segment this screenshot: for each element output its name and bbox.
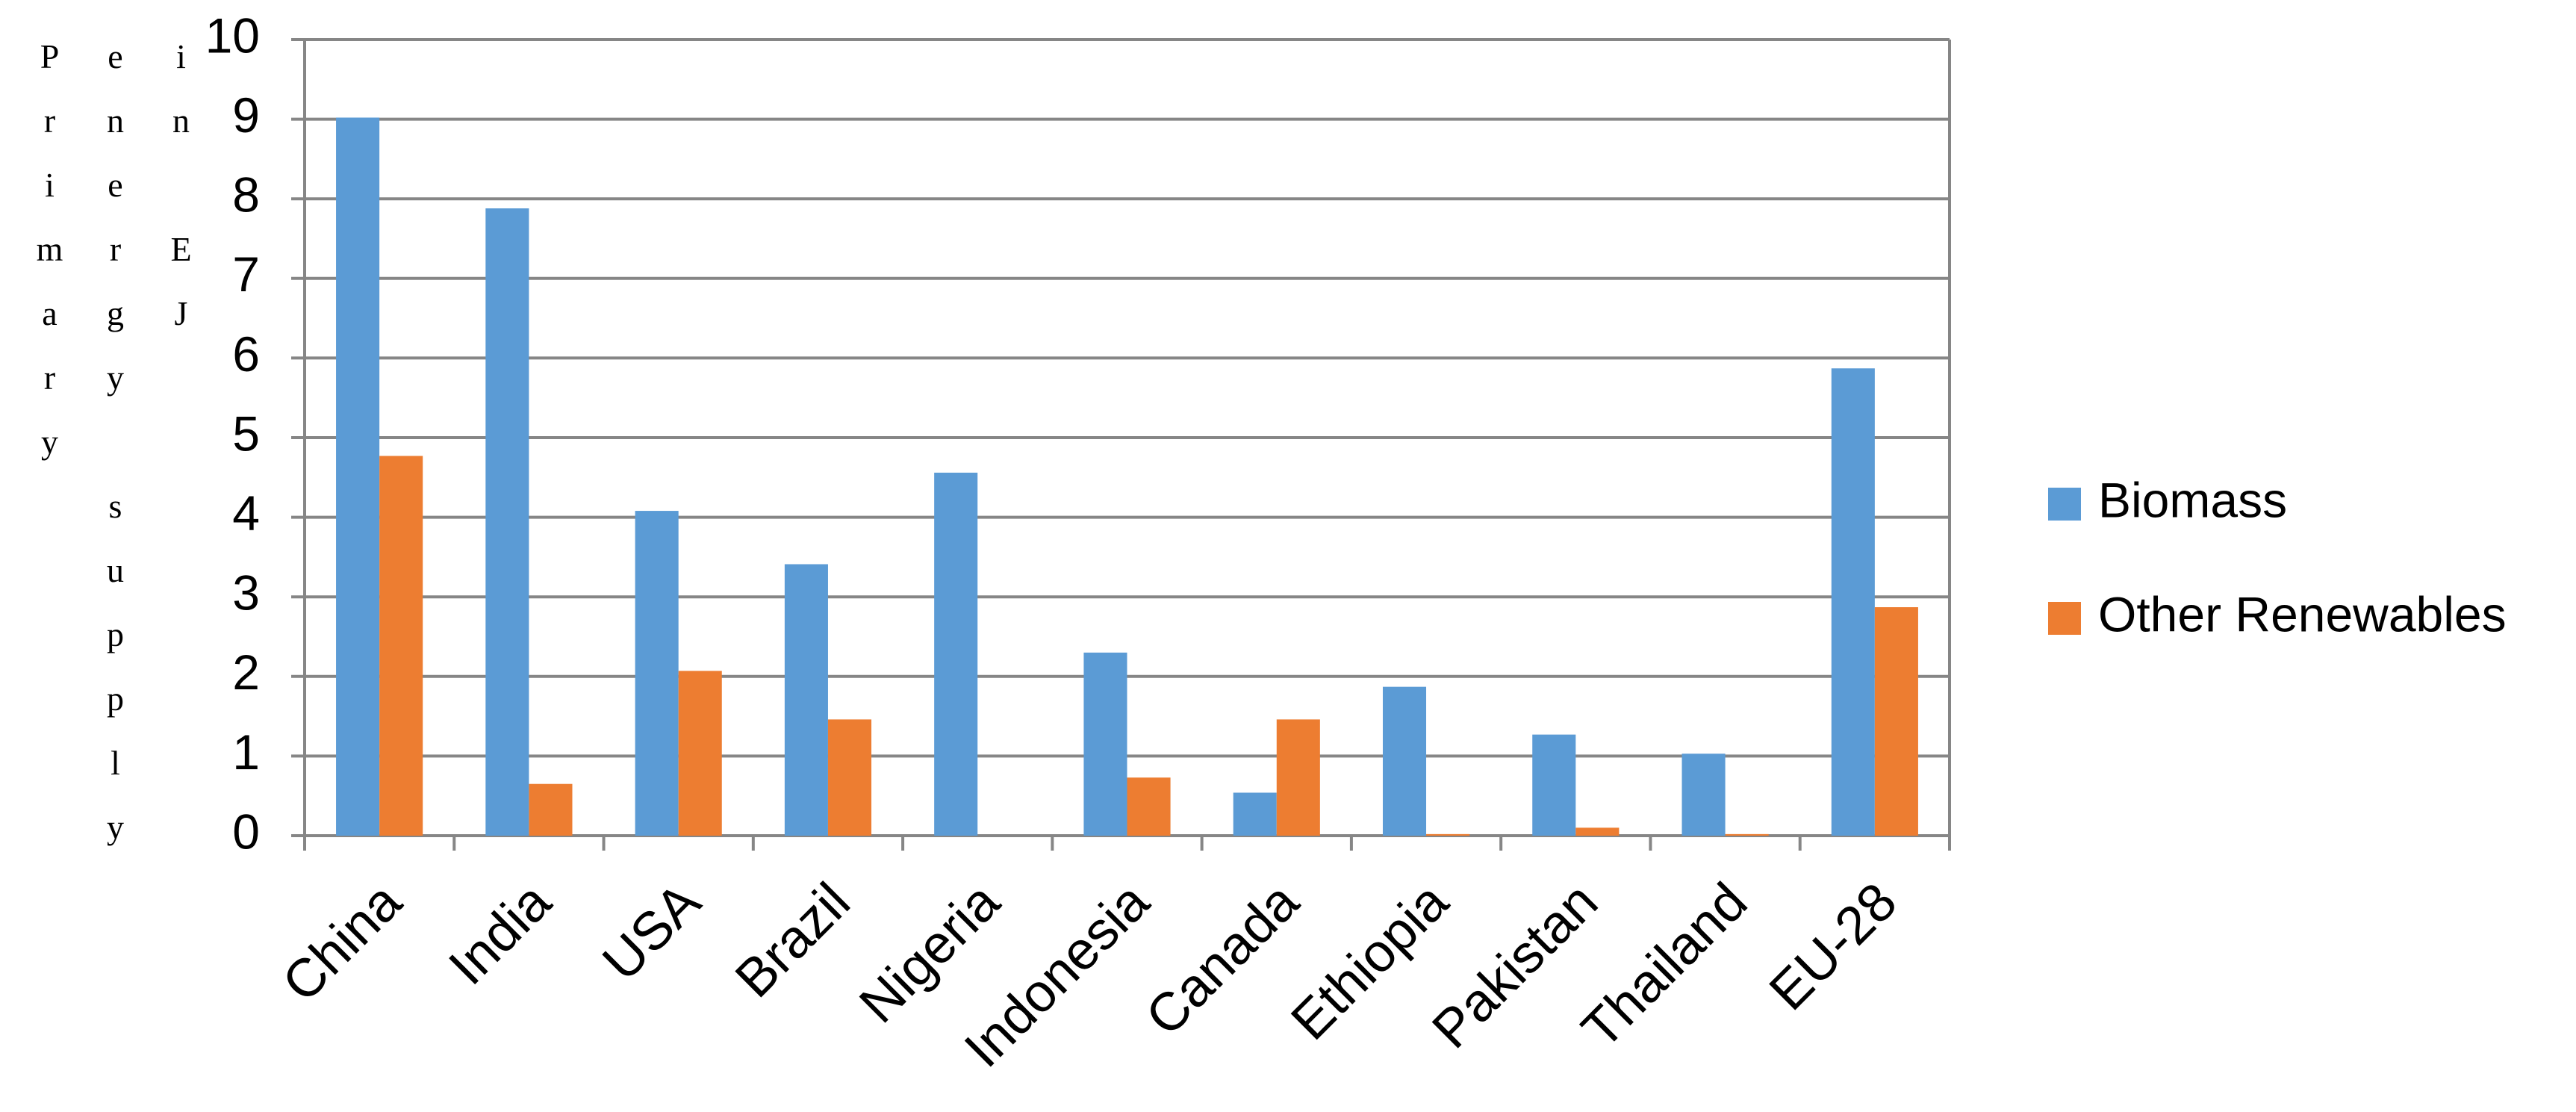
bar (827, 719, 872, 836)
bar (1083, 652, 1127, 836)
y-tick-label: 2 (232, 644, 260, 700)
y-tick-label: 8 (232, 167, 260, 223)
bar (1725, 833, 1769, 836)
y-tick-label: 5 (232, 406, 260, 461)
bar (379, 456, 423, 836)
bar (1831, 368, 1875, 836)
bar (529, 783, 573, 836)
y-tick-label: 9 (232, 87, 260, 143)
bar (1276, 719, 1320, 836)
legend-label: Other Renewables (2098, 586, 2507, 642)
bar (336, 117, 380, 836)
x-tick-label: China (271, 872, 413, 1013)
legend-swatch (2048, 602, 2081, 635)
y-tick-label: 7 (232, 246, 260, 302)
bar (1874, 607, 1918, 836)
bar (678, 671, 722, 836)
bar (934, 472, 978, 836)
x-tick-label: USA (591, 872, 712, 992)
y-tick-label: 0 (232, 804, 260, 859)
y-tick-label: 1 (232, 724, 260, 780)
bar (1426, 833, 1470, 836)
bar (485, 208, 529, 836)
x-tick-label: Pakistan (1421, 872, 1609, 1060)
legend-swatch (2048, 488, 2081, 521)
x-tick-label: EU-28 (1758, 872, 1908, 1022)
y-axis-label: Primary energy supply in EJ (31, 37, 200, 872)
bar (635, 511, 679, 836)
bar (1127, 777, 1171, 836)
bar (1233, 792, 1277, 836)
y-tick-label: 4 (232, 485, 260, 541)
x-tick-label: Canada (1135, 872, 1311, 1048)
bar (784, 564, 828, 836)
legend-label: Biomass (2098, 472, 2287, 527)
bar (1382, 686, 1427, 836)
y-tick-label: 10 (205, 7, 260, 63)
x-tick-label: Brazil (724, 872, 862, 1009)
bar (1681, 754, 1726, 836)
x-tick-label: India (438, 872, 563, 997)
x-tick-label: Thailand (1570, 872, 1758, 1060)
bar (1575, 827, 1620, 836)
y-tick-label: 3 (232, 565, 260, 621)
y-tick-label: 6 (232, 326, 260, 382)
bar (1532, 734, 1576, 836)
